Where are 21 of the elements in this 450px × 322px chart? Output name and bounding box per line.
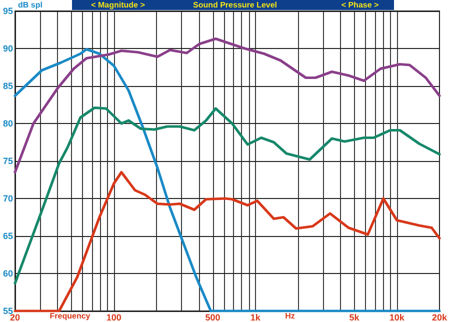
x-tick-label: 100 (106, 312, 122, 322)
y-tick-label: 60 (2, 268, 14, 278)
y-tick-label: 65 (2, 231, 14, 241)
y-tick-label: 90 (2, 44, 14, 54)
text: < Phase > (341, 0, 380, 10)
chart-title: Sound Pressure Level (192, 0, 278, 10)
y-tick-label: 85 (2, 81, 14, 91)
y-tick-label: 80 (2, 118, 14, 128)
text: Hz (285, 312, 295, 320)
x-tick-label: 10k (389, 312, 406, 322)
x-tick-label: 500 (205, 312, 220, 322)
y-tick-label: 75 (2, 156, 14, 166)
y-tick-label: 95 (2, 6, 14, 16)
x-tick-label: 20 (10, 312, 20, 322)
x-axis-title: Frequency (50, 312, 91, 320)
x-tick-label: 5k (349, 312, 360, 322)
y-tick-label: 70 (2, 194, 14, 204)
text: < Magnitude > (91, 0, 146, 10)
x-tick-label: 1k (250, 312, 262, 322)
y-axis-title: dB spl (18, 0, 42, 10)
x-tick-label: 20k (432, 312, 448, 322)
